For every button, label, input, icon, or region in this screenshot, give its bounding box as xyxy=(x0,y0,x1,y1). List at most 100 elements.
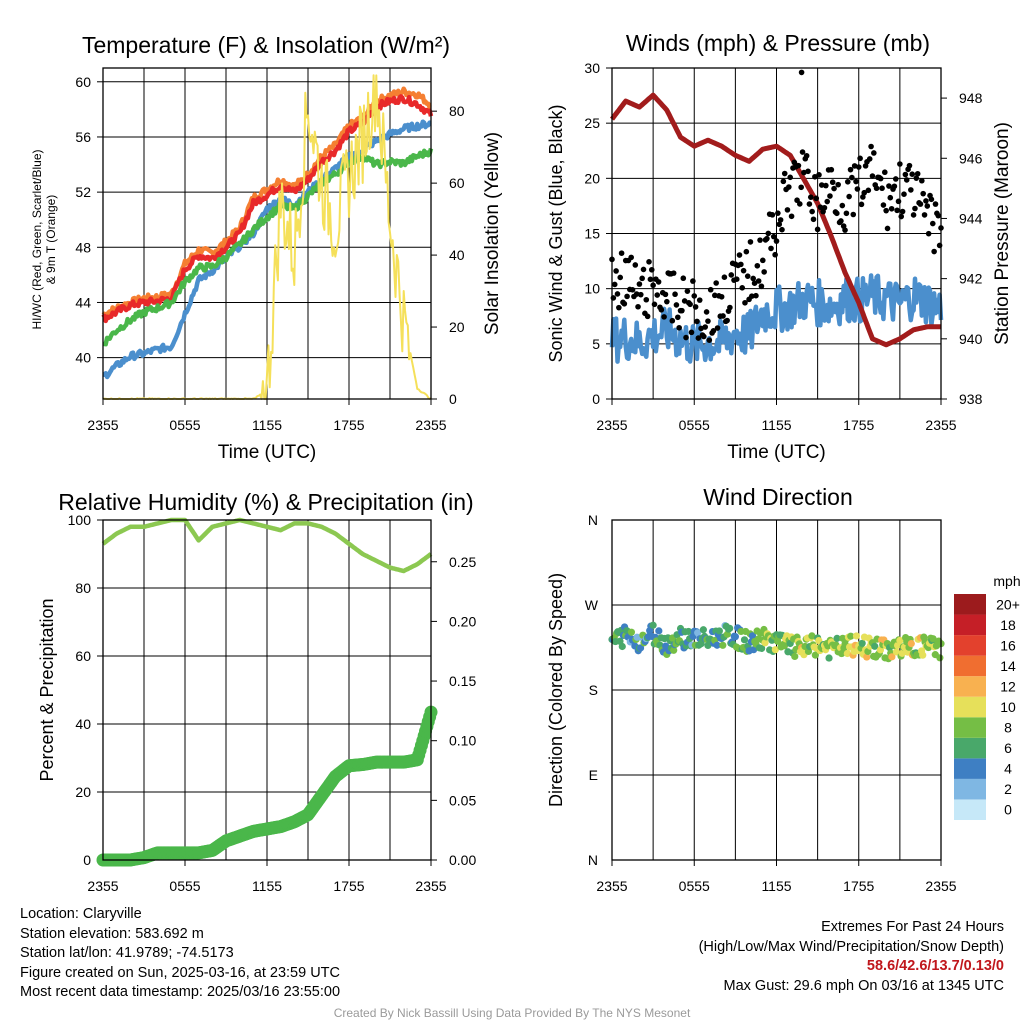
x-tick-label: 0555 xyxy=(169,878,200,894)
gust-point xyxy=(866,156,873,162)
wind-direction-panel: Wind Direction N E S W N 2355 0555 1155 1755 2355 D… xyxy=(546,484,1021,894)
colorbar-label: 0 xyxy=(1004,802,1012,818)
x-tick-label: 1155 xyxy=(252,417,282,433)
gust-point xyxy=(702,324,709,330)
y-tick-label-right: 948 xyxy=(959,90,983,106)
direction-point xyxy=(649,621,657,629)
y-axis-label: HI/WC (Red, Green, Scarlet/Blue) xyxy=(30,149,44,329)
wind-line xyxy=(609,273,944,364)
gust-point xyxy=(823,182,829,189)
direction-point xyxy=(618,642,626,651)
gust-point xyxy=(888,205,895,212)
gust-point xyxy=(914,170,921,177)
gust-point xyxy=(680,275,687,282)
panel-title: Winds (mph) & Pressure (mb) xyxy=(626,30,930,56)
y-tick-label: 40 xyxy=(75,350,91,366)
direction-point xyxy=(771,646,779,654)
direction-point xyxy=(825,654,833,662)
gust-point xyxy=(910,212,917,218)
gust-point xyxy=(690,278,696,284)
gust-point xyxy=(628,254,634,261)
direction-point xyxy=(833,634,841,642)
gust-point xyxy=(643,296,650,303)
gust-point xyxy=(675,314,681,321)
y-tick-label: 60 xyxy=(75,648,91,664)
recent-timestamp: Most recent data timestamp: 2025/03/16 2… xyxy=(20,984,341,1000)
gust-point xyxy=(611,281,618,288)
direction-point xyxy=(808,632,816,640)
gust-point xyxy=(925,230,932,237)
gust-point xyxy=(710,328,717,334)
gust-point xyxy=(871,150,877,156)
gust-point xyxy=(691,293,698,299)
panel-title: Relative Humidity (%) & Precipitation (i… xyxy=(58,489,473,515)
gust-point xyxy=(853,178,859,185)
gust-point xyxy=(850,211,857,218)
gust-point xyxy=(924,203,931,209)
gust-point xyxy=(724,317,730,324)
gust-point xyxy=(712,292,718,299)
y-tick-label: 20 xyxy=(584,170,600,186)
direction-point xyxy=(892,648,901,656)
colorbar-swatch xyxy=(954,737,986,759)
y-tick-label-right: 80 xyxy=(449,103,465,119)
gust-point xyxy=(664,298,670,305)
gust-point xyxy=(676,324,682,331)
gust-point xyxy=(898,213,905,220)
y-tick-label-right: 60 xyxy=(449,175,465,191)
credit-line: Created By Nick Bassill Using Data Provi… xyxy=(333,1006,691,1020)
gust-point xyxy=(647,276,654,283)
gust-point xyxy=(721,274,728,281)
gust-point xyxy=(658,306,665,313)
gust-point xyxy=(921,212,928,218)
y-tick-label-right: 0 xyxy=(449,391,457,407)
gust-point xyxy=(773,238,780,244)
gust-point xyxy=(747,239,754,245)
gust-point xyxy=(654,292,661,298)
direction-point xyxy=(936,654,944,662)
colorbar-label: 20+ xyxy=(996,596,1020,612)
direction-point xyxy=(838,649,846,658)
rh-line xyxy=(101,517,433,574)
gust-point xyxy=(788,213,795,220)
x-tick-label: 0555 xyxy=(169,417,200,433)
gust-point xyxy=(881,169,888,176)
colorbar-swatch xyxy=(954,758,986,779)
gust-point xyxy=(639,275,645,282)
x-tick-label: 2355 xyxy=(87,417,118,433)
gust-point xyxy=(846,193,852,200)
x-tick-label: 1755 xyxy=(843,417,874,433)
gust-point xyxy=(824,198,831,205)
temperature-panel: Temperature (F) & Insolation (W/m²) 40 44 4… xyxy=(30,32,503,463)
colorbar-label: 10 xyxy=(1000,699,1016,715)
x-tick-label: 2355 xyxy=(925,878,956,894)
direction-point xyxy=(627,628,636,636)
extremes-info: Extremes For Past 24 Hours (High/Low/Max… xyxy=(699,918,1004,996)
gust-point xyxy=(633,291,640,297)
gust-point xyxy=(617,274,624,281)
x-tick-label: 1755 xyxy=(843,878,874,894)
gust-point xyxy=(705,318,711,324)
gust-point xyxy=(706,337,713,343)
gust-point xyxy=(764,235,770,242)
heat_index_wind_chill-line xyxy=(102,119,432,380)
direction-point xyxy=(719,641,727,649)
y-tick-label: 10 xyxy=(584,281,600,297)
gust-point xyxy=(919,177,925,184)
direction-point xyxy=(847,632,855,640)
gust-point xyxy=(798,184,804,191)
y-tick-label: W xyxy=(585,597,599,613)
max-gust-point xyxy=(798,69,805,76)
gust-point xyxy=(651,301,658,308)
extremes-heading: Extremes For Past 24 Hours xyxy=(821,919,1004,935)
gust-point xyxy=(646,259,652,265)
gust-point xyxy=(644,313,651,320)
gust-point xyxy=(791,159,798,166)
colorbar-swatch xyxy=(954,635,986,656)
direction-point xyxy=(670,646,678,654)
gust-point xyxy=(618,250,625,256)
gust-point xyxy=(749,293,755,299)
colorbar-swatch xyxy=(954,676,986,697)
y-tick-label: 44 xyxy=(75,294,91,310)
gust-point xyxy=(795,162,802,169)
